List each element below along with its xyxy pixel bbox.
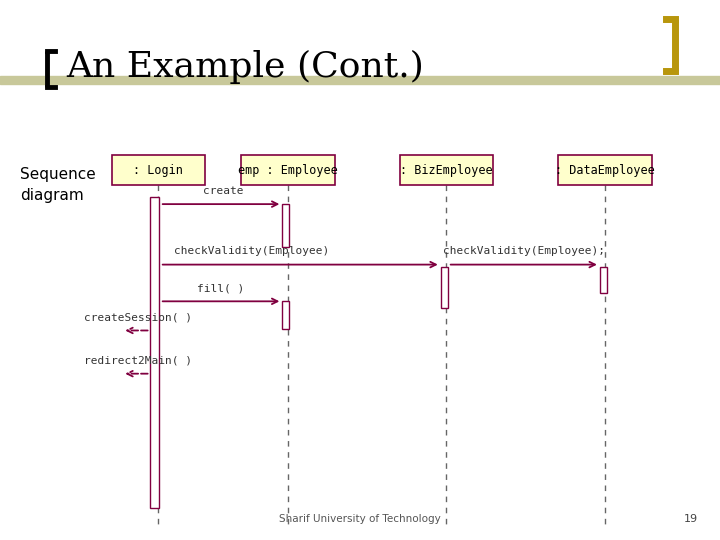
Bar xyxy=(558,155,652,185)
Text: : BizEmployee: : BizEmployee xyxy=(400,164,492,177)
Text: redirect2Main( ): redirect2Main( ) xyxy=(84,355,192,366)
Text: checkValidity(Employee);: checkValidity(Employee); xyxy=(443,246,605,256)
Text: Sequence
diagram: Sequence diagram xyxy=(20,167,96,202)
Bar xyxy=(600,267,607,293)
Text: checkValidity(Employee): checkValidity(Employee) xyxy=(174,246,330,256)
Text: : Login: : Login xyxy=(133,164,184,177)
Bar xyxy=(282,204,289,247)
Text: 19: 19 xyxy=(684,515,698,524)
Bar xyxy=(112,155,205,185)
Text: create: create xyxy=(203,186,243,196)
Bar xyxy=(150,197,159,508)
Bar xyxy=(441,267,448,308)
Text: emp : Employee: emp : Employee xyxy=(238,164,338,177)
Text: An Example (Cont.): An Example (Cont.) xyxy=(66,50,424,84)
Bar xyxy=(282,301,289,329)
Text: Sharif University of Technology: Sharif University of Technology xyxy=(279,515,441,524)
Text: fill( ): fill( ) xyxy=(197,283,245,293)
Text: createSession( ): createSession( ) xyxy=(84,312,192,322)
Bar xyxy=(400,155,493,185)
Bar xyxy=(241,155,335,185)
Text: : DataEmployee: : DataEmployee xyxy=(555,164,654,177)
Bar xyxy=(0,76,720,84)
